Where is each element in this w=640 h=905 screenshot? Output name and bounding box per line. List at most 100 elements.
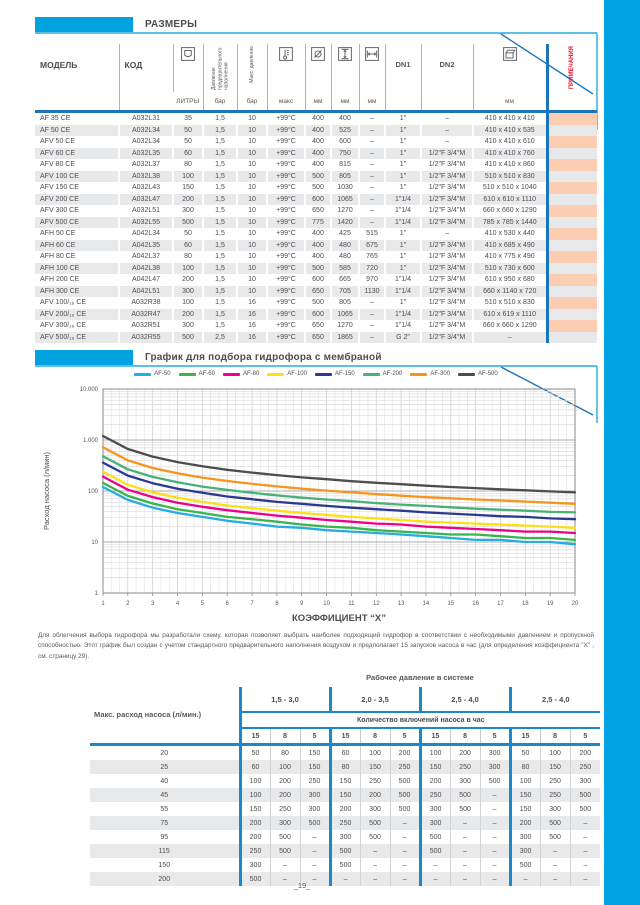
tank-size-cell: 500 — [299, 816, 331, 830]
tank-size-cell: 500 — [238, 872, 270, 886]
value-cell: 410 x 410 x 860 — [473, 159, 548, 171]
pressure-table-row: 75 200 300 500 250 500–300– –200 500– — [90, 816, 601, 830]
value-cell: 10 — [237, 251, 268, 263]
value-cell: 805 — [331, 297, 360, 309]
value-cell: – — [359, 111, 386, 125]
tank-size-cell: 100 — [418, 744, 451, 760]
value-cell: 300 — [173, 205, 204, 217]
value-cell: 1,5 — [203, 159, 238, 171]
value-cell: 600 — [305, 274, 332, 286]
tank-size-cell: 300 — [449, 774, 481, 788]
value-cell: 660 x 660 x 1290 — [473, 320, 548, 332]
dimensions-table-row: AFV 200 CE A032L47 200 1,5 10 +99°C 600 1065–1"… — [35, 193, 597, 205]
tank-size-cell: 300 — [299, 788, 331, 802]
value-cell: 510 x 510 x 830 — [473, 297, 548, 309]
svg-text:19: 19 — [547, 601, 554, 607]
tank-size-cell: – — [449, 830, 481, 844]
notes-cell — [545, 331, 597, 343]
tank-size-cell: 100 — [359, 744, 391, 760]
value-cell: +99°C — [267, 193, 306, 205]
pressure-table-row: 115 250 500–500– –500– –300– – — [90, 844, 601, 858]
value-cell: 100 — [173, 262, 204, 274]
tank-size-cell: 500 — [328, 858, 361, 872]
unit-bar2: бар — [236, 92, 267, 113]
value-cell: 16 — [237, 297, 268, 309]
tank-size-cell: 250 — [389, 760, 421, 774]
value-cell: 585 — [331, 262, 360, 274]
svg-text:10: 10 — [91, 540, 98, 546]
tank-size-cell: 80 — [508, 760, 541, 774]
pressure-table-row: 40 100 200 250 150 250 500 200 300 500 100 250 300 — [90, 774, 601, 788]
value-cell: +99°C — [267, 205, 306, 217]
value-cell: 80 — [173, 159, 204, 171]
value-cell: 1"1/4 — [385, 320, 422, 332]
value-cell: A032L38 — [119, 170, 174, 182]
tank-size-cell: 60 — [328, 744, 361, 760]
value-cell: 300 — [173, 285, 204, 297]
pressure-left-header: Макс. расход насоса (л/мин.) — [90, 687, 240, 746]
value-cell: +99°C — [267, 331, 306, 343]
tank-size-cell: – — [479, 802, 511, 816]
svg-text:1.000: 1.000 — [83, 438, 99, 444]
value-cell: 1,5 — [203, 262, 238, 274]
value-cell: 1" — [385, 147, 422, 159]
svg-text:5: 5 — [201, 601, 205, 607]
model-cell: AFH 300 CE — [35, 285, 120, 297]
svg-text:1: 1 — [101, 601, 105, 607]
tank-size-cell: 150 — [328, 774, 361, 788]
value-cell: 1270 — [331, 205, 360, 217]
value-cell: 80 — [173, 251, 204, 263]
value-cell: A032R51 — [119, 320, 174, 332]
model-cell: AFV 200 CE — [35, 193, 120, 205]
thermometer-icon — [279, 47, 293, 61]
tank-size-cell: 200 — [359, 788, 391, 802]
tank-size-cell: – — [539, 858, 571, 872]
model-cell: AFV 60 CE — [35, 147, 120, 159]
starts-per-hour-header: 15 — [418, 728, 451, 746]
value-cell: 1/2"F 3/4"M — [421, 147, 474, 159]
tank-size-cell: – — [299, 844, 331, 858]
value-cell: 50 — [173, 228, 204, 240]
value-cell: 1/2"F 3/4"M — [421, 285, 474, 297]
starts-per-hour-header: 5 — [299, 728, 331, 746]
legend-label: AF-100 — [287, 371, 307, 377]
pressure-group-4: 2,5 - 4,0 — [508, 687, 601, 713]
tank-size-cell: 100 — [269, 760, 300, 774]
tank-icon — [181, 47, 195, 61]
tank-size-cell: – — [449, 816, 481, 830]
starts-per-hour-header: 8 — [359, 728, 391, 746]
value-cell: 410 x 410 x 760 — [473, 147, 548, 159]
tank-size-cell: 500 — [479, 774, 511, 788]
value-cell: +99°C — [267, 274, 306, 286]
value-cell: 1420 — [331, 216, 360, 228]
value-cell: 510 x 730 x 600 — [473, 262, 548, 274]
value-cell: 35 — [173, 111, 204, 125]
col-header-package-icon — [472, 44, 547, 92]
svg-text:17: 17 — [497, 601, 504, 607]
value-cell: A042L37 — [119, 251, 174, 263]
col-header-prefill: Давление предварительного наполнения — [202, 44, 237, 92]
dimensions-table-row: AFV 100 CE A032L38 100 1,5 10 +99°C 500 805–1" 1… — [35, 170, 597, 182]
tank-size-cell: – — [569, 858, 601, 872]
value-cell: 650 — [305, 320, 332, 332]
value-cell: 1,5 — [203, 274, 238, 286]
tank-size-cell: – — [539, 872, 571, 886]
value-cell: 1270 — [331, 320, 360, 332]
dimensions-table-row: AFV 300 CE A032L51 300 1,5 10 +99°C 650 1270–1"… — [35, 205, 597, 217]
value-cell: 10 — [237, 182, 268, 194]
model-cell: AFH 200 CE — [35, 274, 120, 286]
value-cell: A042L35 — [119, 239, 174, 251]
tank-size-cell: 500 — [449, 788, 481, 802]
tank-size-cell: 300 — [418, 802, 451, 816]
value-cell: 400 — [305, 147, 332, 159]
svg-text:16: 16 — [472, 601, 479, 607]
value-cell: 500 — [305, 170, 332, 182]
svg-text:6: 6 — [226, 601, 230, 607]
value-cell: A042L38 — [119, 262, 174, 274]
tank-size-cell: 500 — [389, 788, 421, 802]
value-cell: 10 — [237, 111, 268, 125]
value-cell: +99°C — [267, 159, 306, 171]
value-cell: 500 — [173, 216, 204, 228]
dimensions-table-row: AFV 50 CE A032L34 50 1,5 10 +99°C 400 600–1" –41… — [35, 136, 597, 148]
value-cell: – — [421, 111, 474, 125]
